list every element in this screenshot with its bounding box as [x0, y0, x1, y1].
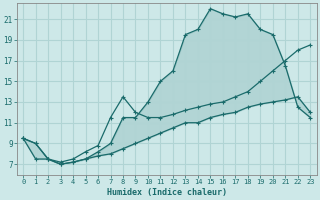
X-axis label: Humidex (Indice chaleur): Humidex (Indice chaleur)	[107, 188, 227, 197]
